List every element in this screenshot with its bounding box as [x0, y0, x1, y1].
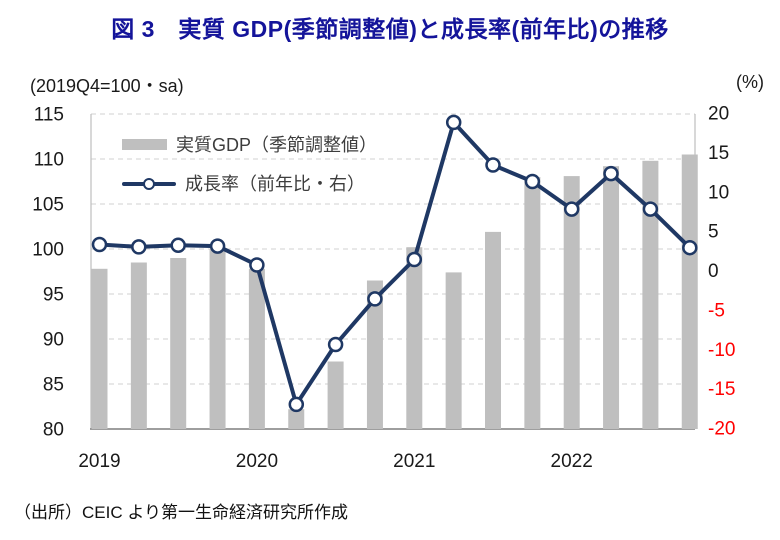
growth-marker: [563, 201, 580, 217]
x-year-label: 2022: [551, 451, 593, 472]
left-axis-caption: (2019Q4=100・sa): [30, 76, 184, 96]
gdp-bar: [485, 231, 501, 429]
gdp-bar: [524, 177, 541, 429]
chart-title: 図 3 実質 GDP(季節調整値)と成長率(前年比)の推移: [111, 16, 669, 42]
right-tick-label: 15: [708, 143, 729, 164]
legend-item-gdp: 実質GDP（季節調整値）: [122, 131, 377, 157]
gdp-bar: [327, 361, 344, 429]
growth-marker: [445, 114, 462, 131]
left-tick-label: 80: [43, 420, 64, 441]
right-tick-label: -5: [708, 300, 725, 321]
chart-legend: 実質GDP（季節調整値） 成長率（前年比・右）: [122, 131, 377, 196]
growth-marker: [485, 157, 501, 173]
left-tick-label: 105: [32, 195, 64, 216]
right-tick-label: 20: [708, 104, 729, 125]
gdp-bar: [366, 280, 383, 429]
growth-marker: [682, 239, 698, 256]
growth-marker: [209, 238, 226, 254]
left-tick-label: 90: [43, 330, 64, 351]
gdp-bar: [445, 272, 462, 429]
gdp-bar: [642, 160, 659, 430]
legend-label-growth: 成長率（前年比・右）: [185, 174, 365, 194]
gdp-bar: [170, 258, 187, 429]
left-tick-label: 100: [32, 240, 64, 261]
left-tick-label: 115: [34, 105, 64, 126]
gdp-bar: [603, 166, 620, 429]
growth-marker: [131, 239, 147, 255]
right-tick-label: -15: [708, 379, 735, 400]
line-swatch-icon: [122, 177, 176, 190]
right-tick-label: 0: [708, 261, 719, 282]
growth-marker: [288, 396, 305, 413]
left-tick-label: 85: [43, 375, 64, 396]
growth-marker: [406, 251, 423, 268]
growth-marker: [603, 165, 619, 182]
gdp-bar: [248, 268, 265, 429]
right-tick-label: 5: [708, 222, 719, 243]
right-tick-label: 10: [708, 182, 729, 203]
gdp-bar: [288, 409, 305, 429]
legend-item-growth: 成長率（前年比・右）: [122, 170, 377, 196]
growth-marker: [249, 257, 265, 273]
growth-marker: [642, 201, 659, 217]
bar-swatch-icon: [122, 138, 167, 150]
right-axis-caption: (%): [736, 72, 764, 92]
legend-label-gdp: 実質GDP（季節調整値）: [176, 135, 378, 155]
right-tick-label: -20: [708, 419, 735, 440]
growth-marker: [524, 173, 541, 190]
left-tick-label: 95: [43, 285, 64, 306]
growth-line: [97, 120, 692, 407]
growth-marker: [327, 336, 344, 353]
right-tick-label: -10: [708, 340, 735, 361]
gdp-bar: [91, 268, 108, 429]
growth-marker: [170, 237, 186, 254]
gdp-bar: [406, 247, 423, 429]
source-note: （出所）CEIC より第一生命経済研究所作成: [14, 503, 348, 522]
gdp-bar: [130, 262, 147, 429]
gdp-bar: [209, 249, 226, 429]
gdp-bar: [563, 176, 580, 429]
growth-marker: [91, 236, 108, 253]
gdp-bar: [681, 154, 698, 429]
x-year-label: 2019: [78, 451, 120, 472]
growth-marker: [367, 291, 383, 307]
left-tick-label: 110: [34, 150, 64, 171]
x-year-label: 2020: [236, 451, 278, 472]
x-year-label: 2021: [393, 451, 435, 472]
